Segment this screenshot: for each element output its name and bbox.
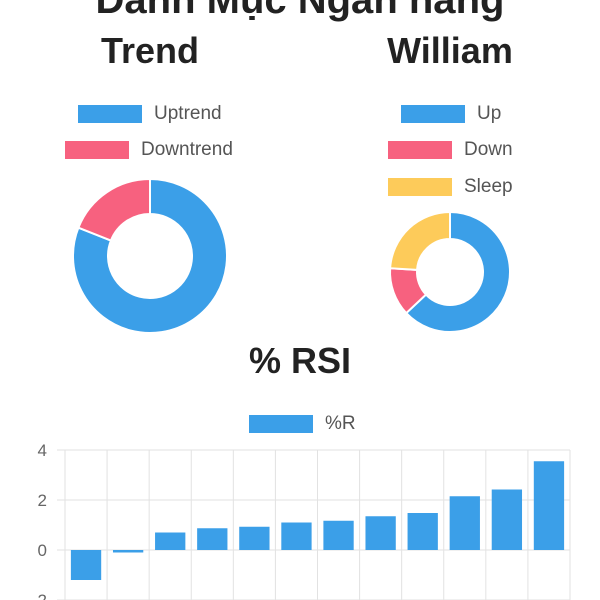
rsi-bar-8	[365, 516, 396, 550]
legend-item-down[interactable]: Down	[388, 139, 513, 161]
william-slice-up	[404, 210, 511, 333]
legend-swatch-r	[249, 415, 313, 433]
trend-chart-title: Trend	[100, 30, 199, 71]
rsi-bar-7	[323, 520, 354, 550]
legend-item-r[interactable]: %R	[249, 413, 356, 435]
legend-swatch-downtrend	[65, 141, 129, 159]
legend-swatch-uptrend	[78, 105, 142, 123]
trend-slice-downtrend	[77, 177, 151, 242]
rsi-bar-2	[112, 550, 144, 553]
rsi-ytick-label: 2	[38, 491, 47, 510]
legend-swatch-down	[388, 141, 452, 159]
rsi-bar-9	[407, 513, 438, 550]
page-title: Danh Mục Ngân hàng	[95, 0, 505, 22]
rsi-bar-1	[70, 550, 102, 580]
rsi-bar-6	[281, 522, 312, 550]
legend-label-down: Down	[464, 139, 513, 160]
legend-label-up: Up	[477, 103, 502, 124]
legend-item-up[interactable]: Up	[401, 103, 501, 125]
rsi-ytick-label: 0	[38, 541, 47, 560]
legend-item-sleep[interactable]: Sleep	[388, 176, 513, 198]
legend-label-downtrend: Downtrend	[141, 139, 233, 160]
rsi-bar-10	[449, 496, 480, 550]
rsi-bar-12	[533, 461, 565, 550]
trend-slice-uptrend	[72, 177, 228, 334]
william-chart-title: William	[387, 30, 513, 71]
legend-item-uptrend[interactable]: Uptrend	[78, 103, 222, 125]
legend-swatch-sleep	[388, 178, 452, 196]
rsi-bar-11	[491, 489, 523, 550]
legend-label-uptrend: Uptrend	[154, 103, 222, 124]
rsi-ytick-label: -2	[32, 591, 47, 600]
rsi-bar-5	[239, 526, 270, 550]
rsi-bar-4	[197, 528, 228, 550]
rsi-ytick-label: 4	[38, 441, 47, 460]
rsi-bar-3	[155, 532, 186, 550]
legend-label-sleep: Sleep	[464, 176, 513, 197]
william-slice-sleep	[389, 210, 451, 271]
legend-swatch-up	[401, 105, 465, 123]
legend-label-r: %R	[325, 413, 356, 434]
rsi-chart-title: % RSI	[248, 340, 352, 381]
legend-item-downtrend[interactable]: Downtrend	[65, 139, 233, 161]
